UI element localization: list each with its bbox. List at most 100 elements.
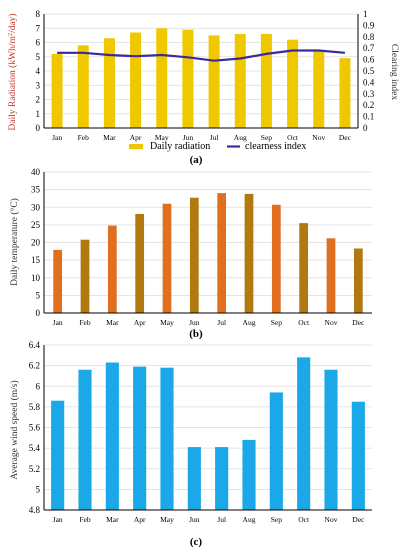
panel-c-grid [44,344,372,490]
x-tick-label: Sep [261,133,273,142]
bar-apr [135,213,145,313]
y2-tick-label: 0.8 [363,32,375,42]
y-tick-label: 7 [36,23,41,33]
x-tick-label: May [160,515,174,524]
x-tick-label: Nov [312,133,325,142]
bar-feb [77,45,89,128]
y-tick-label: 0 [36,308,41,318]
bar-apr [130,32,142,128]
panel-b-grid [44,171,372,296]
bar-sep [271,204,281,313]
bar-dec [351,401,365,510]
x-tick-label: Jan [53,515,63,524]
panel-c-x-tick-labels: Jan Feb Mar Apr May Jun Jul Aug Sep Oct Nov Dec [53,515,365,524]
bar-jul [208,35,220,128]
x-tick-label: Feb [79,515,91,524]
y-tick-label: 5.2 [29,464,40,474]
y2-tick-label: 0.7 [363,43,375,53]
bar-may [156,28,168,128]
y-tick-label: 4 [36,66,41,76]
y-tick-label: 3 [36,80,41,90]
bar-may [162,203,172,313]
x-tick-label: Feb [79,318,91,327]
x-tick-label: Aug [243,515,256,524]
y-tick-label: 25 [31,220,41,230]
bar-mar [103,38,115,128]
clearness-index-line [57,49,345,62]
panel-b-y-axis-label: Daily temperature (°C) [9,198,20,286]
y-tick-label: 2 [36,95,41,105]
x-tick-label: Sep [271,318,283,327]
x-tick-label: Sep [271,515,283,524]
bar-jun [187,447,201,510]
panel-b-x-tick-labels: Jan Feb Mar Apr May Jun Jul Aug Sep Oct Nov Dec [53,318,365,327]
y-tick-label: 5 [36,484,41,494]
bar-sep [260,33,272,129]
bar-jul [215,447,229,510]
bar-jan [51,53,63,128]
x-tick-label: Dec [352,515,365,524]
bar-oct [299,223,309,313]
legend-label-clearness-index: clearness index [245,141,306,152]
y2-tick-label: 0.9 [363,20,375,30]
y2-tick-label: 0.3 [363,89,375,99]
x-tick-label: Jun [189,515,200,524]
panel-c-bars [51,357,365,510]
x-tick-label: Jul [210,133,219,142]
bar-feb [80,239,90,313]
x-tick-label: Oct [287,133,299,142]
y2-tick-label: 0.2 [363,100,374,110]
y-tick-label: 15 [31,255,41,265]
bar-mar [105,362,119,510]
bar-oct [287,39,299,128]
bar-mar [107,225,117,313]
bar-aug [234,33,246,129]
y-tick-label: 4.8 [29,505,41,515]
panel-c-label: (c) [190,536,203,548]
y2-tick-label: 0.1 [363,112,374,122]
panel-b-y-tick-labels: 0 5 10 15 20 25 30 35 40 [31,167,41,318]
bar-sep [269,392,283,510]
panel-c-y-tick-labels: 4.8 5 5.2 5.4 5.6 5.8 6 6.2 6.4 [29,340,41,515]
x-tick-label: Mar [106,515,119,524]
panel-a-bars [51,28,351,129]
y-tick-label: 6.2 [29,361,40,371]
bar-feb [78,369,92,510]
panel-a-grid [44,13,358,115]
panel-a-legend: Daily radiation clearness index [129,141,306,152]
y2-tick-label: 0 [363,123,368,133]
y-tick-label: 5.8 [29,402,41,412]
panel-a-y2-axis-label: Clearing index [389,44,399,100]
y-tick-label: 35 [31,185,41,195]
x-tick-label: Mar [106,318,119,327]
y-tick-label: 5 [36,52,41,62]
panel-a-y-axis-label: Daily Radiation (kWh/m2/day) [7,13,18,130]
legend-label-daily-radiation: Daily radiation [150,141,210,152]
y-tick-label: 1 [36,109,41,119]
x-tick-label: Jun [183,133,194,142]
x-tick-label: Aug [243,318,256,327]
bar-jun [189,197,199,313]
y-tick-label: 8 [36,9,41,19]
bar-dec [339,58,351,128]
bar-nov [326,238,336,313]
y-tick-label: 6.4 [29,340,41,350]
panel-a-y-axis-label-sup: 2 [7,33,14,36]
y-tick-label: 10 [31,273,41,283]
panel-a-y-axis-label-tail: /day) [7,13,18,33]
x-tick-label: Jan [52,133,62,142]
y-tick-label: 6 [36,381,41,391]
bar-dec [353,248,363,313]
y2-tick-label: 1 [363,9,368,19]
bar-nov [324,369,338,510]
panel-a-y-axis-label-main: Daily Radiation (kWh/m [7,36,18,131]
panel-a-label: (a) [190,154,203,166]
bar-aug [242,439,256,510]
panel-a-x-tick-labels: Jan Feb Mar Apr May Jun Jul Aug Sep Oct Nov Dec [52,133,352,142]
panel-a-y-tick-labels: 0 1 2 3 4 5 6 7 8 [36,9,41,133]
panel-c: 4.855.25.45.65.866.26.4 Jan Feb Mar Apr May J… [9,340,372,548]
legend-swatch-daily-radiation [129,144,143,149]
